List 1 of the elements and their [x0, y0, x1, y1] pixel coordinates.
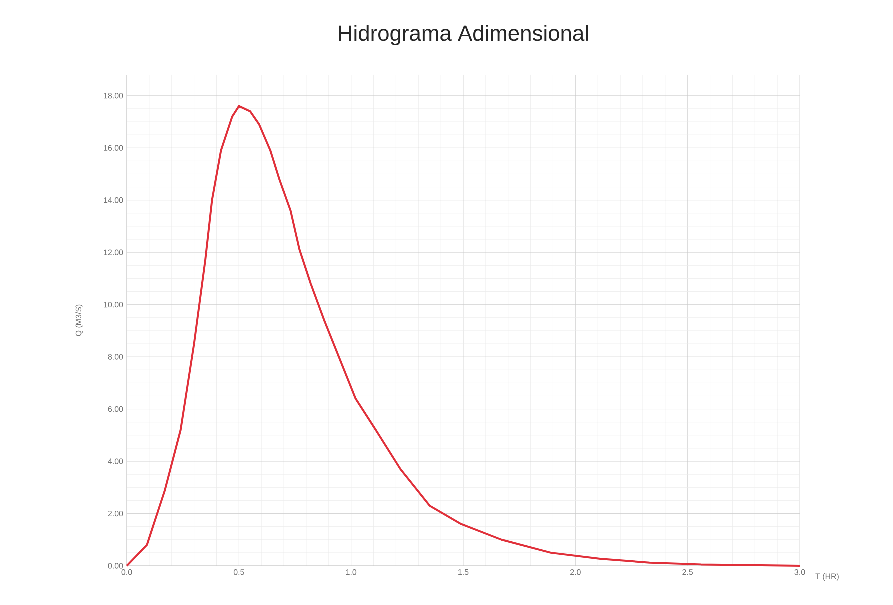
chart-title: Hidrograma Adimensional — [339, 25, 588, 46]
